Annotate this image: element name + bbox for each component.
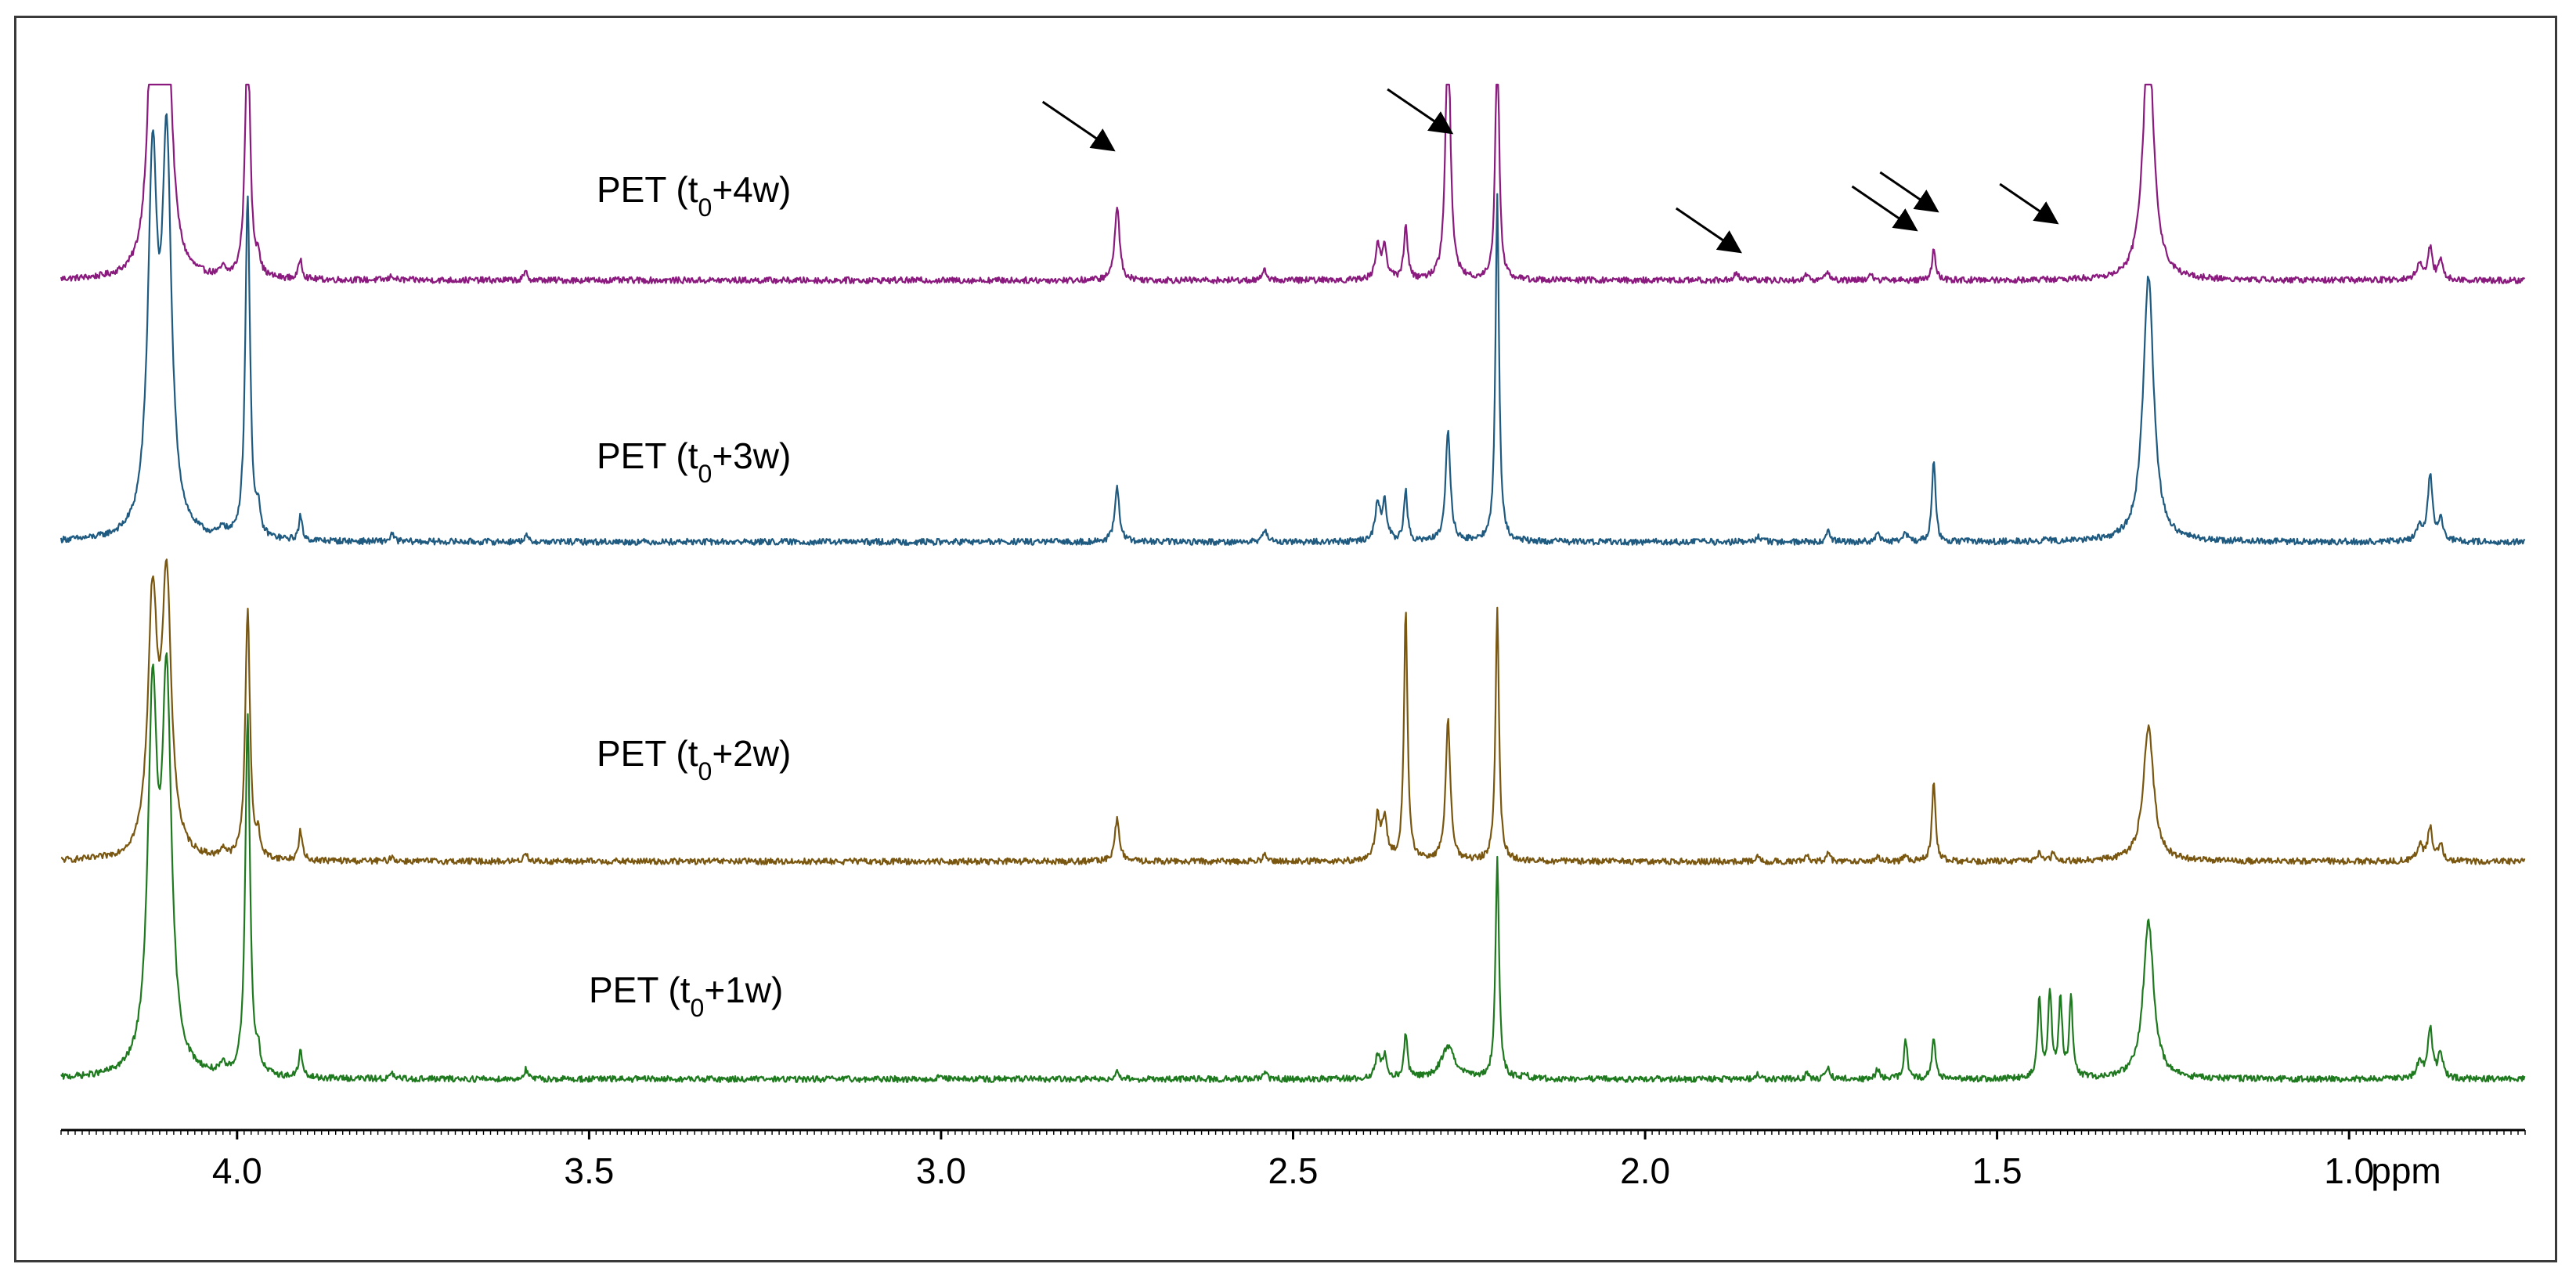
figure-frame bbox=[14, 16, 2557, 1262]
spectrum-trace-2 bbox=[60, 113, 2526, 546]
trace-label-suffix: +1w) bbox=[704, 970, 783, 1010]
x-tick-label: 1.0 bbox=[2324, 1150, 2374, 1191]
trace-label-4: PET (t0+1w) bbox=[589, 970, 783, 1022]
spectrum-trace-1 bbox=[60, 83, 2526, 284]
trace-label-prefix: PET (t bbox=[597, 169, 698, 210]
annotation-arrow-2 bbox=[1387, 88, 1454, 135]
trace-label-suffix: +4w) bbox=[712, 169, 791, 210]
trace-label-1: PET (t0+4w) bbox=[597, 169, 791, 222]
trace-label-2: PET (t0+3w) bbox=[597, 435, 791, 488]
spectra-traces bbox=[60, 83, 2526, 1083]
annotation-arrows bbox=[1041, 88, 2059, 254]
spectrum-trace-3 bbox=[60, 558, 2526, 865]
trace-label-3: PET (t0+2w) bbox=[597, 733, 791, 785]
x-tick-label: 4.0 bbox=[212, 1150, 262, 1191]
trace-label-suffix: +3w) bbox=[712, 435, 791, 476]
trace-label-subscript: 0 bbox=[698, 757, 713, 785]
annotation-arrow-1 bbox=[1041, 100, 1116, 152]
annotation-arrow-4 bbox=[1851, 185, 1918, 232]
trace-label-subscript: 0 bbox=[691, 994, 705, 1022]
annotation-arrow-6 bbox=[1999, 182, 2059, 225]
x-tick-label: 3.5 bbox=[564, 1150, 614, 1191]
annotation-arrow-5 bbox=[1879, 171, 1939, 213]
trace-label-suffix: +2w) bbox=[712, 733, 791, 774]
x-tick-label: 1.5 bbox=[1972, 1150, 2022, 1191]
x-tick-label: 3.0 bbox=[916, 1150, 966, 1191]
trace-labels: PET (t0+4w)PET (t0+3w)PET (t0+2w)PET (t0… bbox=[589, 169, 791, 1022]
annotation-arrow-3 bbox=[1675, 207, 1742, 254]
spectrum-trace-4 bbox=[60, 652, 2526, 1083]
trace-label-prefix: PET (t bbox=[597, 733, 698, 774]
x-tick-label: 2.0 bbox=[1620, 1150, 1670, 1191]
x-tick-label: 2.5 bbox=[1268, 1150, 1319, 1191]
trace-label-subscript: 0 bbox=[698, 460, 713, 488]
x-axis-unit-label: ppm bbox=[2371, 1150, 2441, 1191]
trace-label-prefix: PET (t bbox=[589, 970, 691, 1010]
trace-label-subscript: 0 bbox=[698, 193, 713, 222]
trace-label-prefix: PET (t bbox=[597, 435, 698, 476]
